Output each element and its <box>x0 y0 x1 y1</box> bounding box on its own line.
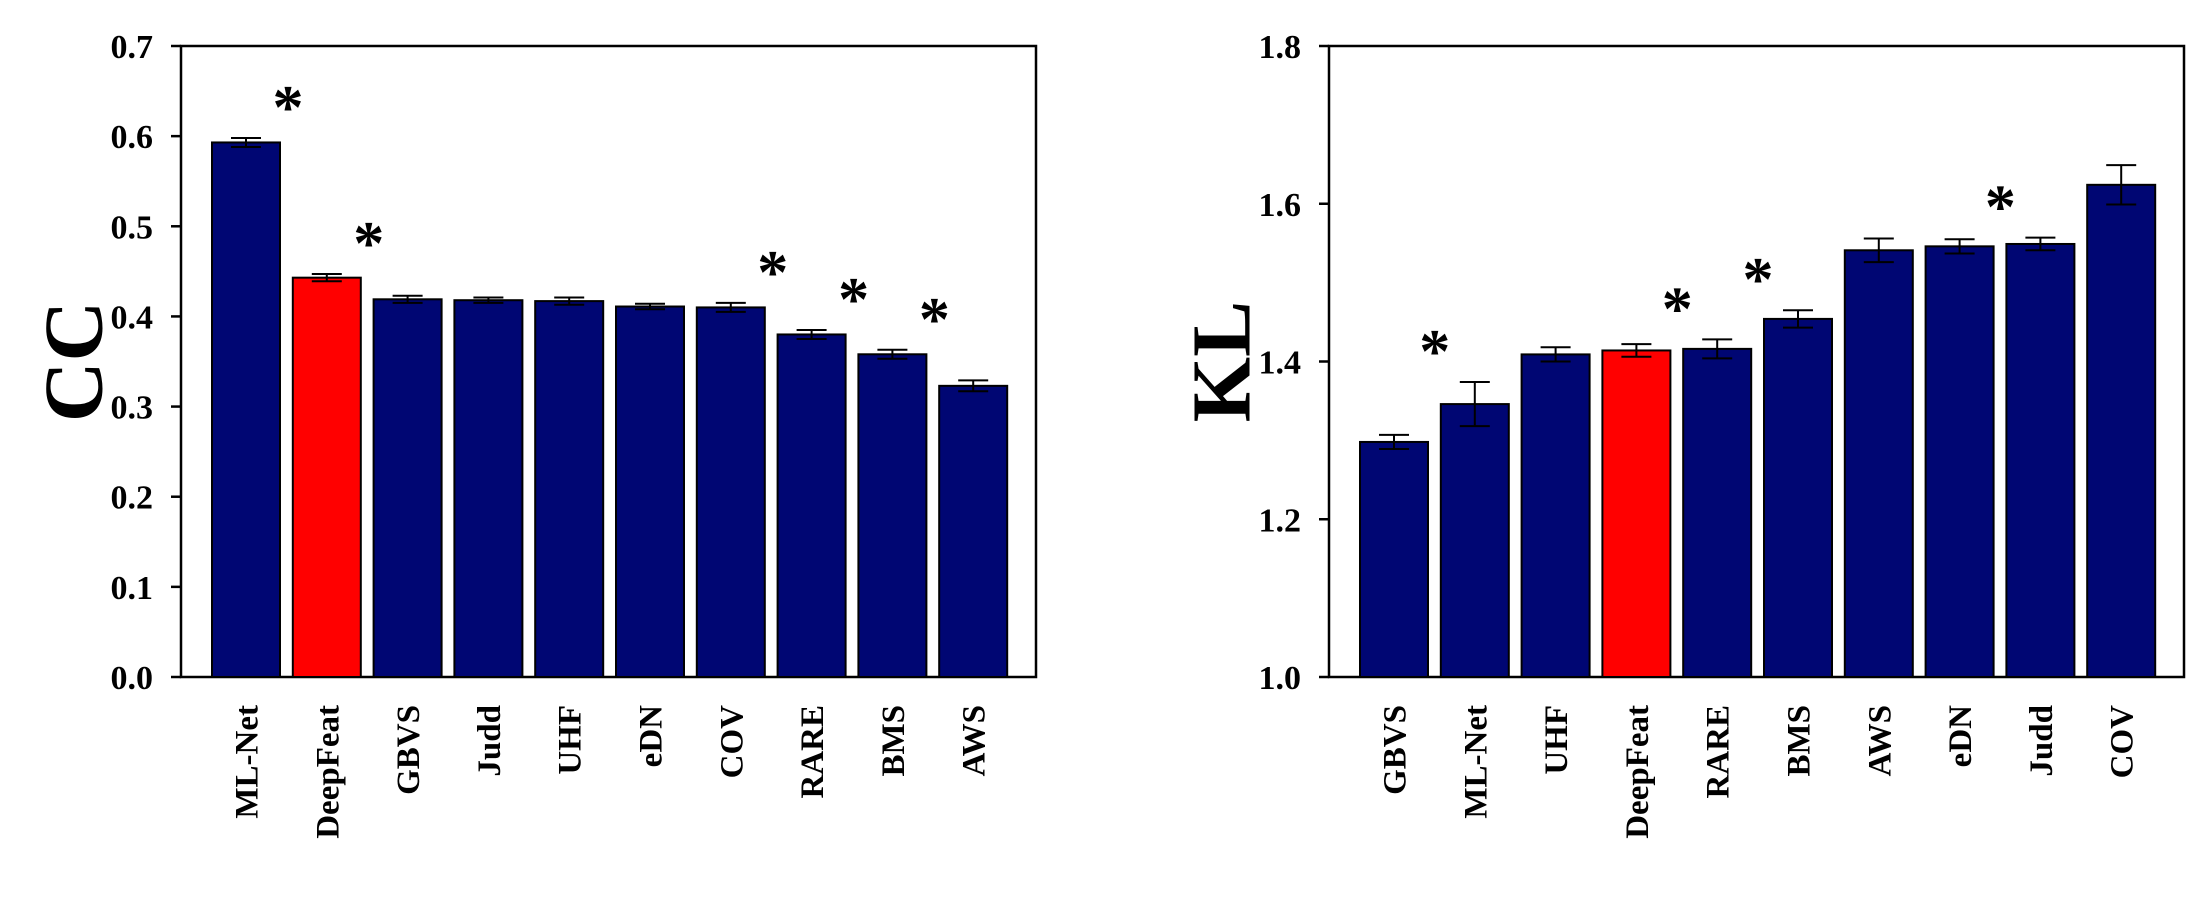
category-label-gbvs: GBVS <box>391 705 427 795</box>
bar-edn <box>1924 245 1995 678</box>
bar-ml-net <box>1439 403 1510 678</box>
category-label-judd: Judd <box>472 705 508 777</box>
category-label-aws: AWS <box>1862 705 1898 777</box>
bar-rare <box>776 333 847 678</box>
category-label-judd: Judd <box>2024 705 2060 777</box>
category-label-edn: eDN <box>634 705 670 767</box>
bar-judd <box>453 299 524 678</box>
y-tick-label: 0.6 <box>111 119 154 156</box>
category-label-bms: BMS <box>1782 705 1818 777</box>
chart-cc: 0.0 0.1 0.2 0.3 0.4 0.5 0.6 0.7 CC ML-Net * DeepFea… <box>27 29 1038 839</box>
plot-frame <box>179 44 1038 679</box>
y-tick-label: 0.5 <box>111 209 154 246</box>
y-tick-label: 1.6 <box>1259 187 1302 224</box>
bar-uhf <box>1520 353 1591 678</box>
category-label-ml-net: ML-Net <box>1458 705 1494 819</box>
significance-marker: * <box>919 286 950 354</box>
significance-marker: * <box>757 239 788 307</box>
category-label-bms: BMS <box>876 705 912 777</box>
bar-edn <box>615 305 685 678</box>
significance-marker: * <box>1743 246 1774 314</box>
y-tick-label: 0.4 <box>111 299 154 336</box>
bar-aws <box>938 384 1009 678</box>
category-label-ml-net: ML-Net <box>230 705 266 819</box>
y-tick-label: 0.7 <box>111 29 154 66</box>
y-tick-label: 1.2 <box>1259 502 1302 539</box>
category-label-cov: COV <box>714 705 750 779</box>
y-axis-label: KL <box>1175 301 1268 422</box>
category-label-gbvs: GBVS <box>1378 705 1414 795</box>
bar-judd <box>2005 242 2076 678</box>
chart-kl: 1.0 1.2 1.4 1.6 1.8 KL GBVS ML-Net * UHF DeepFeat R… <box>1175 29 2186 839</box>
y-tick-label: 0.2 <box>111 480 154 517</box>
bar-deepfeat <box>291 276 362 678</box>
significance-marker: * <box>1662 275 1693 343</box>
bar-deepfeat <box>1601 349 1672 678</box>
significance-marker: * <box>353 210 384 278</box>
y-tick-label: 0.3 <box>111 390 154 427</box>
bar-ml-net <box>211 141 281 678</box>
category-label-uhf: UHF <box>1539 705 1575 775</box>
y-tick-label: 1.8 <box>1259 29 1302 66</box>
bar-gbvs <box>1359 440 1429 679</box>
category-label-rare: RARE <box>795 705 831 799</box>
significance-marker: * <box>838 266 869 334</box>
category-label-cov: COV <box>2105 705 2141 779</box>
category-label-deepfeat: DeepFeat <box>310 705 346 839</box>
bar-bms <box>857 353 928 678</box>
y-tick-label: 0.1 <box>111 570 154 607</box>
y-tick-label: 0.0 <box>111 660 154 697</box>
y-tick-label: 1.4 <box>1259 345 1302 382</box>
y-tick-label: 1.0 <box>1259 660 1302 697</box>
category-label-aws: AWS <box>957 705 993 777</box>
category-label-edn: eDN <box>1943 705 1979 767</box>
category-label-rare: RARE <box>1701 705 1737 799</box>
significance-marker: * <box>1985 174 2016 242</box>
bar-rare <box>1682 347 1753 678</box>
category-label-uhf: UHF <box>553 705 589 775</box>
y-axis-label: CC <box>27 301 120 422</box>
significance-marker: * <box>273 74 304 142</box>
bar-cov <box>695 306 766 678</box>
significance-marker: * <box>1419 318 1450 386</box>
bar-gbvs <box>372 298 443 678</box>
category-label-deepfeat: DeepFeat <box>1620 705 1656 839</box>
bar-aws <box>1843 249 1914 678</box>
bar-uhf <box>534 300 605 678</box>
bar-cov <box>2086 183 2157 678</box>
bar-bms <box>1763 317 1833 678</box>
